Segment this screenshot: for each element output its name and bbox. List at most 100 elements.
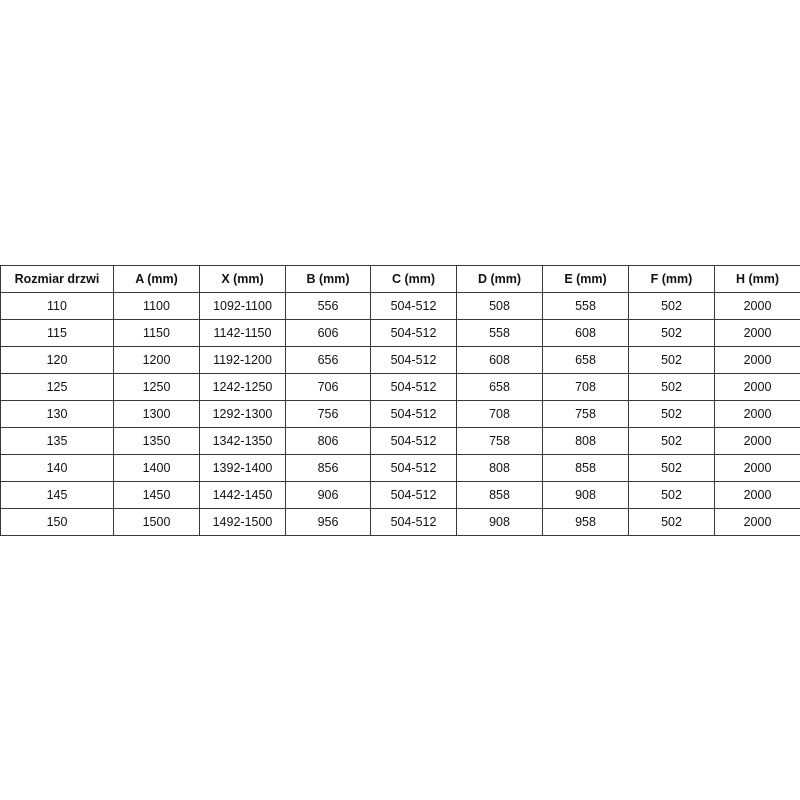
table-cell: 1450: [113, 481, 200, 509]
table-cell: 558: [542, 292, 629, 320]
table-cell: 806: [285, 427, 371, 455]
table-row: 110 1100 1092-1100 556 504-512 508 558 502 2000: [0, 292, 800, 320]
table-cell: 502: [628, 400, 715, 428]
table-cell: 1492-1500: [199, 508, 286, 536]
table-cell: 956: [285, 508, 371, 536]
table-cell: 502: [628, 454, 715, 482]
column-header: H (mm): [714, 265, 800, 293]
table-cell: 858: [542, 454, 629, 482]
table-cell: 2000: [714, 319, 800, 347]
table-row: 125 1250 1242-1250 706 504-512 658 708 502 2000: [0, 373, 800, 401]
table-cell: 120: [0, 346, 114, 374]
table-cell: 504-512: [370, 508, 457, 536]
table-cell: 1142-1150: [199, 319, 286, 347]
table-cell: 758: [542, 400, 629, 428]
table-cell: 504-512: [370, 373, 457, 401]
table-cell: 110: [0, 292, 114, 320]
table-cell: 1350: [113, 427, 200, 455]
table-cell: 145: [0, 481, 114, 509]
table-cell: 502: [628, 427, 715, 455]
dimensions-table: Rozmiar drzwi A (mm) X (mm) B (mm) C (mm) D (…: [0, 265, 800, 536]
table-cell: 502: [628, 319, 715, 347]
table-cell: 556: [285, 292, 371, 320]
table-cell: 2000: [714, 508, 800, 536]
table-cell: 502: [628, 292, 715, 320]
table-cell: 1342-1350: [199, 427, 286, 455]
table-row: 120 1200 1192-1200 656 504-512 608 658 502 2000: [0, 346, 800, 374]
column-header: F (mm): [628, 265, 715, 293]
table-cell: 808: [542, 427, 629, 455]
table-cell: 808: [456, 454, 543, 482]
table-cell: 1250: [113, 373, 200, 401]
table-cell: 2000: [714, 481, 800, 509]
table-cell: 1100: [113, 292, 200, 320]
table-cell: 656: [285, 346, 371, 374]
table-cell: 2000: [714, 346, 800, 374]
table-row: 140 1400 1392-1400 856 504-512 808 858 502 2000: [0, 454, 800, 482]
table-cell: 608: [542, 319, 629, 347]
table-cell: 858: [456, 481, 543, 509]
table-cell: 504-512: [370, 400, 457, 428]
table-cell: 1292-1300: [199, 400, 286, 428]
table-cell: 1092-1100: [199, 292, 286, 320]
table-cell: 1392-1400: [199, 454, 286, 482]
column-header: C (mm): [370, 265, 457, 293]
table-cell: 758: [456, 427, 543, 455]
table-cell: 504-512: [370, 481, 457, 509]
table-cell: 1400: [113, 454, 200, 482]
table-row: 135 1350 1342-1350 806 504-512 758 808 502 2000: [0, 427, 800, 455]
table-cell: 115: [0, 319, 114, 347]
table-cell: 1192-1200: [199, 346, 286, 374]
table-cell: 502: [628, 346, 715, 374]
table-cell: 150: [0, 508, 114, 536]
table-cell: 504-512: [370, 427, 457, 455]
table-cell: 502: [628, 373, 715, 401]
table-cell: 504-512: [370, 319, 457, 347]
table-cell: 2000: [714, 292, 800, 320]
table-cell: 658: [542, 346, 629, 374]
table-cell: 908: [542, 481, 629, 509]
table-cell: 1150: [113, 319, 200, 347]
table-cell: 504-512: [370, 292, 457, 320]
table-cell: 908: [456, 508, 543, 536]
table-cell: 2000: [714, 427, 800, 455]
table-cell: 1242-1250: [199, 373, 286, 401]
table-cell: 906: [285, 481, 371, 509]
table-cell: 504-512: [370, 346, 457, 374]
table-cell: 958: [542, 508, 629, 536]
table-cell: 708: [542, 373, 629, 401]
table-cell: 2000: [714, 454, 800, 482]
table-cell: 125: [0, 373, 114, 401]
table-cell: 706: [285, 373, 371, 401]
table-cell: 2000: [714, 400, 800, 428]
table-cell: 1200: [113, 346, 200, 374]
table-cell: 504-512: [370, 454, 457, 482]
table-cell: 1300: [113, 400, 200, 428]
table-row: 130 1300 1292-1300 756 504-512 708 758 502 2000: [0, 400, 800, 428]
table-cell: 756: [285, 400, 371, 428]
column-header: A (mm): [113, 265, 200, 293]
table-cell: 608: [456, 346, 543, 374]
table-cell: 502: [628, 508, 715, 536]
table-cell: 606: [285, 319, 371, 347]
table-cell: 658: [456, 373, 543, 401]
table-cell: 1500: [113, 508, 200, 536]
column-header: E (mm): [542, 265, 629, 293]
table-cell: 558: [456, 319, 543, 347]
table-cell: 508: [456, 292, 543, 320]
table-row: 145 1450 1442-1450 906 504-512 858 908 502 2000: [0, 481, 800, 509]
table-cell: 502: [628, 481, 715, 509]
column-header: Rozmiar drzwi: [0, 265, 114, 293]
table-cell: 1442-1450: [199, 481, 286, 509]
table-cell: 130: [0, 400, 114, 428]
column-header: B (mm): [285, 265, 371, 293]
table-cell: 708: [456, 400, 543, 428]
table-cell: 135: [0, 427, 114, 455]
table-cell: 856: [285, 454, 371, 482]
column-header: D (mm): [456, 265, 543, 293]
column-header: X (mm): [199, 265, 286, 293]
table-row: 150 1500 1492-1500 956 504-512 908 958 502 2000: [0, 508, 800, 536]
table-cell: 2000: [714, 373, 800, 401]
table-cell: 140: [0, 454, 114, 482]
table-header-row: Rozmiar drzwi A (mm) X (mm) B (mm) C (mm) D (…: [0, 265, 800, 293]
